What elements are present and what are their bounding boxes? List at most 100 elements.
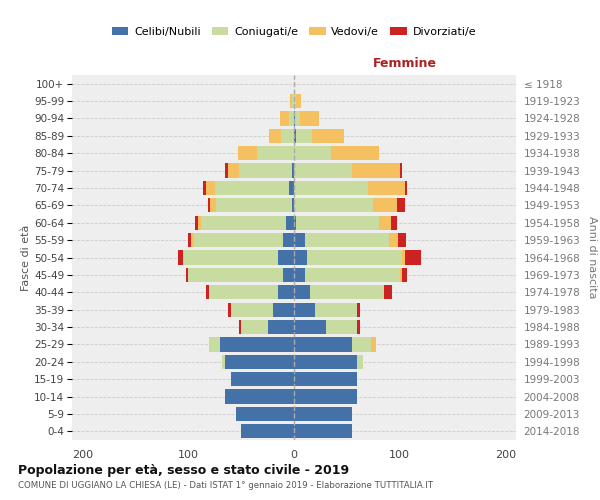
Bar — [294, 112, 295, 126]
Bar — [294, 198, 397, 212]
Bar — [225, 354, 294, 369]
Bar — [241, 320, 294, 334]
Bar — [294, 320, 358, 334]
Bar — [289, 181, 294, 195]
Bar — [236, 407, 294, 421]
Bar — [294, 216, 379, 230]
Bar — [209, 285, 294, 300]
Y-axis label: Anni di nascita: Anni di nascita — [587, 216, 597, 298]
Bar — [198, 216, 294, 230]
Bar — [183, 250, 294, 264]
Bar — [294, 302, 359, 317]
Bar — [294, 268, 305, 282]
Bar — [294, 146, 379, 160]
Bar — [280, 112, 294, 126]
Bar — [209, 338, 294, 351]
Text: COMUNE DI UGGIANO LA CHIESA (LE) - Dati ISTAT 1° gennaio 2019 - Elaborazione TUT: COMUNE DI UGGIANO LA CHIESA (LE) - Dati … — [18, 481, 433, 490]
Bar — [294, 128, 344, 143]
Bar — [294, 216, 296, 230]
Bar — [201, 216, 294, 230]
Bar — [238, 146, 294, 160]
Bar — [230, 372, 294, 386]
Bar — [273, 302, 294, 317]
Bar — [269, 128, 294, 143]
Bar — [209, 338, 294, 351]
Bar — [186, 268, 294, 282]
Bar — [294, 424, 352, 438]
Bar — [294, 354, 363, 369]
Bar — [294, 424, 352, 438]
Bar — [215, 181, 294, 195]
Bar — [230, 302, 294, 317]
Bar — [294, 112, 319, 126]
Bar — [294, 216, 397, 230]
Bar — [188, 233, 294, 247]
Bar — [294, 198, 405, 212]
Bar — [294, 320, 326, 334]
Bar — [294, 372, 358, 386]
Bar — [230, 372, 294, 386]
Bar — [294, 407, 352, 421]
Bar — [241, 424, 294, 438]
Bar — [294, 390, 358, 404]
Bar — [294, 164, 352, 177]
Bar — [294, 250, 405, 264]
Bar — [225, 390, 294, 404]
Bar — [206, 181, 294, 195]
Bar — [292, 94, 294, 108]
Bar — [294, 233, 406, 247]
Bar — [294, 285, 384, 300]
Bar — [239, 164, 294, 177]
Bar — [292, 164, 294, 177]
Bar — [294, 128, 312, 143]
Bar — [230, 302, 294, 317]
Bar — [225, 164, 294, 177]
Legend: Celibi/Nubili, Coniugati/e, Vedovi/e, Divorziati/e: Celibi/Nubili, Coniugati/e, Vedovi/e, Di… — [107, 22, 481, 41]
Bar — [209, 338, 294, 351]
Bar — [230, 372, 294, 386]
Bar — [294, 233, 305, 247]
Bar — [222, 354, 294, 369]
Bar — [286, 216, 294, 230]
Bar — [294, 320, 358, 334]
Bar — [294, 338, 371, 351]
Bar — [294, 94, 301, 108]
Bar — [290, 94, 294, 108]
Bar — [278, 250, 294, 264]
Bar — [239, 320, 294, 334]
Bar — [294, 112, 319, 126]
Y-axis label: Fasce di età: Fasce di età — [22, 224, 31, 290]
Bar — [294, 407, 352, 421]
Bar — [183, 250, 294, 264]
Bar — [241, 424, 294, 438]
Bar — [294, 233, 389, 247]
Bar — [269, 128, 294, 143]
Bar — [294, 181, 368, 195]
Bar — [294, 320, 359, 334]
Bar — [294, 216, 391, 230]
Bar — [188, 268, 294, 282]
Bar — [188, 268, 294, 282]
Bar — [229, 302, 294, 317]
Bar — [294, 268, 407, 282]
Bar — [208, 198, 294, 212]
Bar — [280, 112, 294, 126]
Bar — [225, 390, 294, 404]
Bar — [294, 354, 363, 369]
Bar — [281, 128, 294, 143]
Bar — [294, 390, 358, 404]
Bar — [257, 146, 294, 160]
Bar — [236, 407, 294, 421]
Bar — [222, 354, 294, 369]
Bar — [294, 146, 331, 160]
Bar — [294, 285, 392, 300]
Bar — [222, 354, 294, 369]
Bar — [294, 128, 344, 143]
Bar — [292, 198, 294, 212]
Bar — [294, 407, 352, 421]
Bar — [294, 146, 379, 160]
Bar — [178, 250, 294, 264]
Bar — [294, 424, 352, 438]
Bar — [241, 320, 294, 334]
Bar — [294, 354, 363, 369]
